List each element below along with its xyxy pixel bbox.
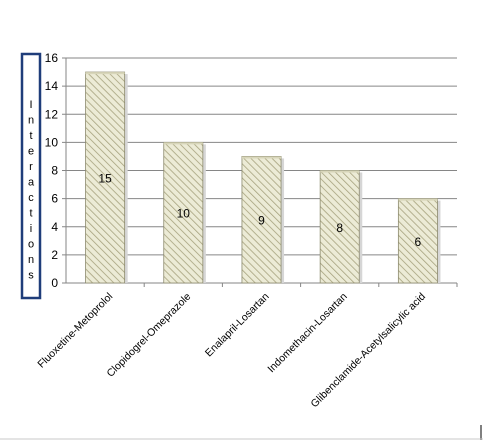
data-labels: 15 10 9 8 6 bbox=[98, 172, 421, 249]
y-tick-label: 14 bbox=[45, 79, 59, 93]
category-label: Fluoxetine-Metoprolol bbox=[35, 291, 115, 371]
bars bbox=[85, 71, 441, 284]
y-tick-label: 12 bbox=[45, 107, 59, 121]
category-label: Indomethacin-Losartan bbox=[265, 291, 350, 376]
bar bbox=[85, 71, 126, 284]
y-tick-label: 10 bbox=[45, 135, 59, 149]
y-tick-label: 6 bbox=[51, 192, 58, 206]
data-label: 9 bbox=[258, 214, 265, 228]
y-tick-labels: 0 2 4 6 8 10 12 14 16 bbox=[45, 51, 59, 290]
y-tick-label: 0 bbox=[51, 276, 58, 290]
bar bbox=[397, 198, 438, 284]
data-label: 15 bbox=[98, 172, 112, 186]
y-tick-label: 16 bbox=[45, 51, 59, 65]
y-axis-title-box bbox=[20, 52, 42, 300]
y-tick-label: 2 bbox=[51, 248, 58, 262]
category-labels: Fluoxetine-MetoprololClopidogrel-Omepraz… bbox=[35, 291, 428, 411]
category-label: Clopidogrel-Omeprazole bbox=[104, 291, 193, 380]
data-label: 8 bbox=[336, 221, 343, 235]
bar bbox=[163, 141, 204, 284]
data-label: 10 bbox=[177, 207, 191, 221]
y-tick-label: 4 bbox=[51, 220, 58, 234]
bar bbox=[241, 156, 282, 284]
bar bbox=[319, 170, 360, 284]
y-tick-label: 8 bbox=[51, 164, 58, 178]
category-label: Enalapril-Losartan bbox=[203, 291, 272, 360]
data-label: 6 bbox=[415, 235, 422, 249]
